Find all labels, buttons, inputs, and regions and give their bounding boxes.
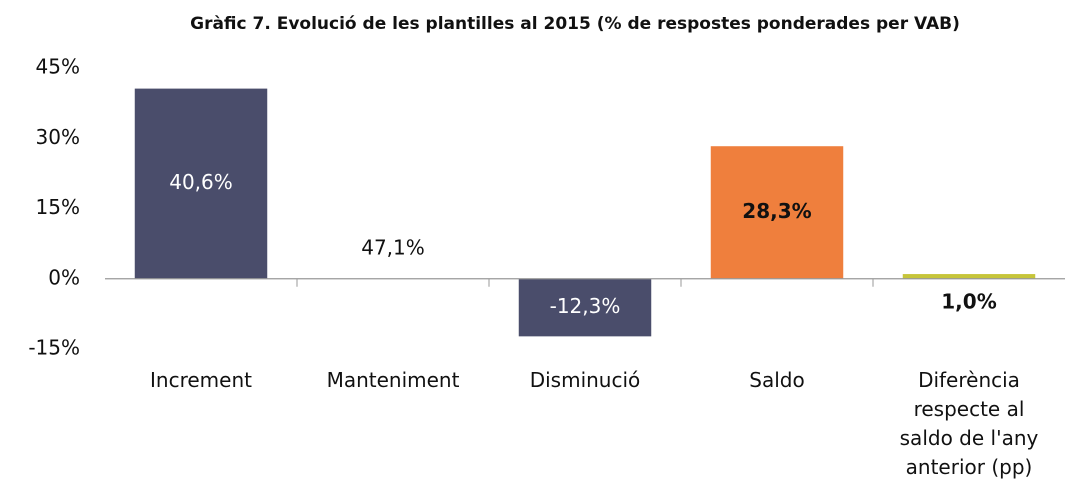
value-label: -12,3% bbox=[550, 294, 621, 318]
x-tick-label: Manteniment bbox=[326, 368, 460, 392]
value-label: 1,0% bbox=[941, 289, 996, 313]
x-tick-label: Diferència respecte al saldo de l'any an… bbox=[899, 368, 1039, 479]
x-tick-label: Increment bbox=[150, 368, 252, 392]
value-label: 28,3% bbox=[742, 199, 811, 223]
x-tick-label: Saldo bbox=[749, 368, 805, 392]
x-tick-label: Disminució bbox=[529, 368, 641, 392]
value-label: 40,6% bbox=[169, 170, 233, 194]
y-tick-label: 30% bbox=[36, 125, 80, 149]
y-tick-label: 15% bbox=[36, 195, 80, 219]
y-tick-label: -15% bbox=[28, 336, 80, 360]
bar bbox=[710, 146, 844, 279]
value-label: 47,1% bbox=[361, 235, 425, 259]
y-tick-label: 0% bbox=[48, 265, 80, 289]
y-tick-label: 45% bbox=[36, 55, 80, 79]
bar bbox=[902, 274, 1036, 279]
bar bbox=[134, 88, 268, 279]
bar bbox=[518, 278, 652, 337]
chart-title: Gràfic 7. Evolució de les plantilles al … bbox=[190, 14, 960, 34]
